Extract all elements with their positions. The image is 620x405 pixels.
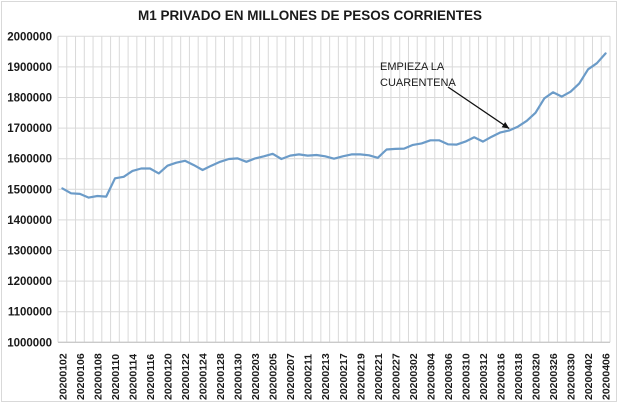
x-tick-label: 20200318: [513, 353, 525, 400]
annotation-line-2: CUARENTENA: [380, 77, 456, 89]
x-tick-label: 20200402: [583, 353, 595, 400]
x-tick-label: 20200122: [180, 353, 192, 400]
y-tick-label: 1000000: [7, 337, 52, 349]
x-tick-label: 20200124: [198, 353, 210, 400]
x-tick-label: 20200221: [373, 353, 385, 400]
x-tick-label: 20200227: [390, 353, 402, 400]
x-tick-label: 20200406: [601, 353, 613, 400]
y-tick-label: 1200000: [7, 276, 52, 288]
x-tick-label: 20200207: [285, 353, 297, 400]
x-tick-label: 20200205: [268, 353, 280, 400]
y-tick-label: 2000000: [7, 31, 52, 43]
x-tick-label: 20200116: [145, 354, 157, 400]
x-tick-label: 20200120: [163, 353, 175, 400]
x-tick-label: 20200302: [408, 353, 420, 400]
y-tick-label: 1900000: [7, 62, 52, 74]
x-tick-label: 20200130: [233, 353, 245, 400]
x-tick-label: 20200114: [127, 354, 139, 400]
annotation-arrow: [447, 86, 510, 130]
annotation-group: EMPIEZA LA CUARENTENA: [380, 61, 510, 130]
y-tick-label: 1800000: [7, 93, 52, 105]
y-tick-label: 1300000: [7, 246, 52, 258]
x-tick-label: 20200310: [460, 353, 472, 400]
x-tick-label: 20200320: [531, 353, 543, 400]
y-tick-label: 1400000: [7, 215, 52, 227]
x-tick-label: 20200211: [303, 354, 315, 400]
x-tick-label: 20200304: [425, 353, 437, 400]
x-tick-label: 20200106: [75, 353, 87, 400]
series-group: [61, 52, 607, 199]
chart-title: M1 PRIVADO EN MILLONES DE PESOS CORRIENT…: [137, 8, 483, 23]
x-tick-label: 20200326: [548, 353, 560, 400]
arrowhead-icon: [501, 121, 510, 129]
x-axis-ticks: 20200102 20200106 20200108 20200110 20200114…: [57, 353, 612, 400]
x-tick-label: 20200108: [92, 353, 104, 400]
x-tick-label: 20200110: [110, 354, 122, 400]
annotation-line-1: EMPIEZA LA: [380, 61, 445, 73]
x-tick-label: 20200330: [566, 353, 578, 400]
x-tick-label: 20200306: [443, 353, 455, 400]
y-tick-label: 1500000: [7, 184, 52, 196]
x-tick-label: 20200217: [338, 353, 350, 400]
grid-lines: [57, 35, 611, 343]
x-tick-label: 20200219: [355, 353, 367, 400]
x-tick-label: 20200203: [250, 353, 262, 400]
x-tick-label: 20200312: [478, 353, 490, 400]
y-tick-label: 1100000: [8, 307, 52, 319]
y-tick-label: 1600000: [7, 154, 52, 166]
x-tick-label: 20200213: [320, 353, 332, 400]
x-tick-label: 20200316: [495, 353, 507, 400]
y-tick-label: 1700000: [7, 123, 52, 135]
y-axis-ticks: 1000000 1100000 1200000 1300000 1400000 15000…: [7, 31, 52, 349]
x-tick-label: 20200102: [57, 353, 69, 400]
series-line: [61, 52, 607, 199]
x-tick-label: 20200128: [215, 353, 227, 400]
